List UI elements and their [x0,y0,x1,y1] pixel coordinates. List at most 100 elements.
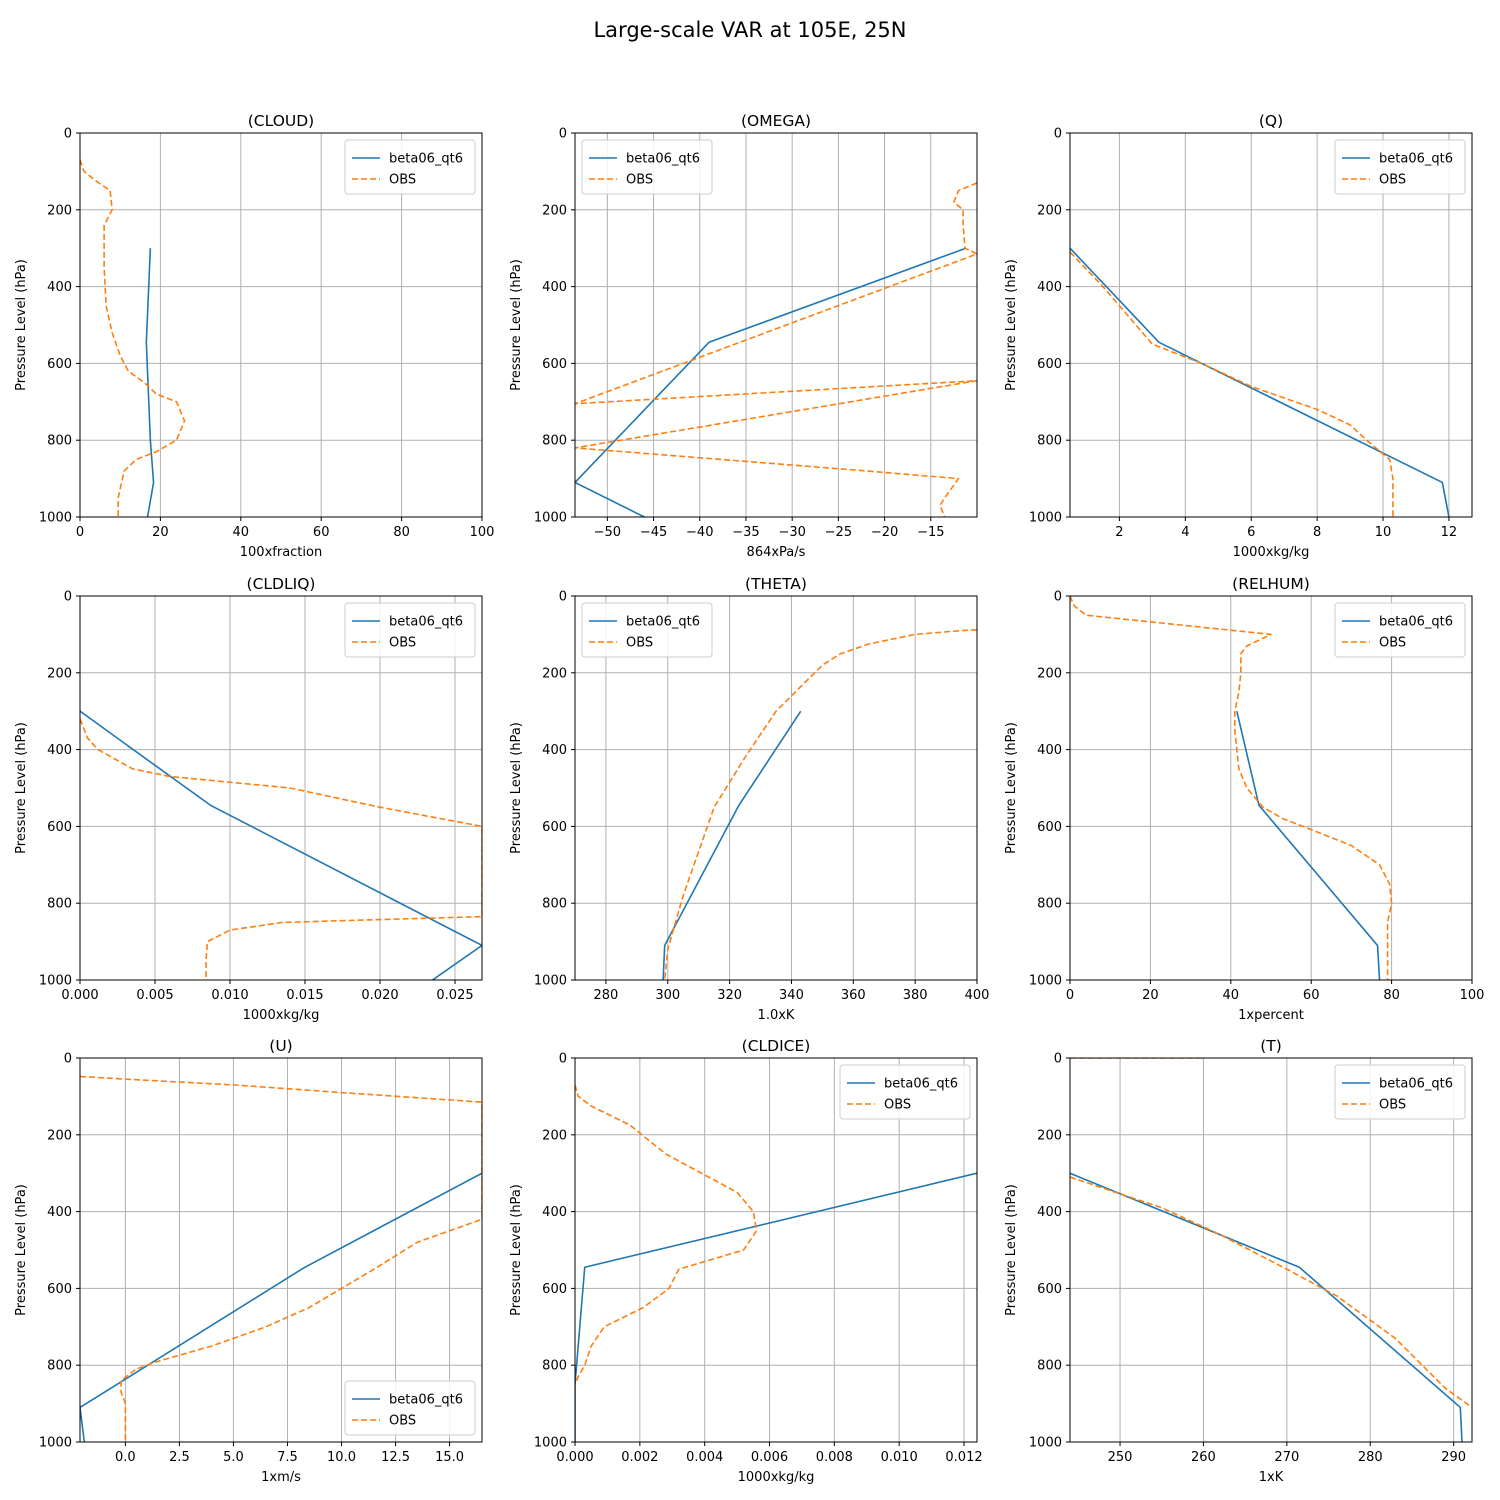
x-tick-label: 340 [779,988,804,1003]
y-tick-label: 0 [559,1052,567,1067]
x-tick-label: −25 [825,525,852,540]
y-tick-label: 200 [542,666,567,681]
y-tick-label: 1000 [534,1436,567,1451]
axes-frame [574,132,978,518]
y-tick-label: 1000 [534,511,567,526]
x-tick-label: 250 [1108,1450,1133,1465]
y-axis-label: Pressure Level (hPa) [509,722,524,854]
beta06-qt6-line [1070,247,1450,517]
y-tick-label: 800 [47,434,72,449]
obs-line [663,628,977,980]
x-tick-label: −45 [640,525,667,540]
y-tick-label: 800 [542,897,567,912]
x-tick-label: 0.002 [621,1450,658,1465]
x-tick-label: 0.008 [816,1450,853,1465]
x-tick-label: 8 [1313,525,1321,540]
x-axis-label: 1xpercent [1238,1008,1304,1023]
y-tick-label: 1000 [534,974,567,989]
obs-line [1070,251,1394,517]
x-axis-label: 1000xkg/kg [1233,545,1310,560]
beta06-qt6-line [575,1172,977,1442]
x-tick-label: 0.000 [61,988,98,1003]
x-tick-label: 80 [1383,988,1400,1003]
axes-frame [79,595,483,981]
beta06-qt6-line [80,710,482,980]
y-tick-label: 0 [559,127,567,142]
x-tick-label: 0.006 [751,1450,788,1465]
series-group [575,182,977,517]
y-tick-label: 600 [542,820,567,835]
y-axis-label: Pressure Level (hPa) [14,259,29,391]
x-tick-label: 0 [76,525,84,540]
y-tick-label: 400 [1037,743,1062,758]
x-tick-label: 0.012 [945,1450,982,1465]
y-tick-label: 0 [64,1052,72,1067]
y-tick-label: 600 [47,820,72,835]
y-axis-label: Pressure Level (hPa) [1004,1184,1019,1316]
y-tick-label: 200 [542,203,567,218]
x-tick-label: 12 [1441,525,1458,540]
x-tick-label: 5.0 [223,1450,244,1465]
y-tick-label: 0 [1054,590,1062,605]
panel-title: (CLDLIQ) [247,575,316,593]
x-tick-label: 0.010 [881,1450,918,1465]
y-tick-label: 800 [1037,1359,1062,1374]
x-axis-label: 1000xkg/kg [243,1008,320,1023]
x-tick-label: 4 [1181,525,1189,540]
x-tick-label: 7.5 [277,1450,298,1465]
y-tick-label: 0 [1054,127,1062,142]
axes-frame [79,132,483,518]
legend: beta06_qt6 OBS [344,1380,476,1436]
x-tick-label: 400 [965,988,990,1003]
y-tick-label: 200 [542,1128,567,1143]
x-tick-label: 0.0 [115,1450,136,1465]
y-tick-label: 1000 [39,511,72,526]
y-tick-label: 400 [47,1205,72,1220]
x-axis-label: 100xfraction [240,545,322,560]
legend-box [839,1064,971,1120]
y-axis-label: Pressure Level (hPa) [509,259,524,391]
y-tick-label: 200 [1037,1128,1062,1143]
legend-box [344,602,476,658]
beta06-qt6-line [662,710,802,980]
y-tick-label: 400 [47,743,72,758]
legend: beta06_qt6 OBS [1334,602,1466,658]
x-tick-label: 40 [1223,988,1240,1003]
panel-relhum: 0 20 40 60 80 10002004006008001000(RELHUM)1xp… [1004,575,1484,1023]
legend-label: beta06_qt6 [389,615,463,630]
x-tick-label: 0.025 [436,988,473,1003]
panel-title: (CLOUD) [248,112,314,130]
y-axis-label: Pressure Level (hPa) [1004,259,1019,391]
x-axis-label: 1xm/s [261,1470,301,1485]
legend-label: OBS [626,636,653,651]
y-tick-label: 800 [1037,434,1062,449]
x-tick-label: −35 [732,525,759,540]
series-group [80,1075,482,1442]
y-tick-label: 600 [47,357,72,372]
axes-frame [79,1057,483,1443]
panel-cldliq: 0.000 0.005 0.010 0.015 0.020 0.025 0 200 400 600… [14,575,483,1023]
figure-title: Large-scale VAR at 105E, 25N [593,18,906,42]
y-tick-label: 800 [542,1359,567,1374]
panel-omega: −50 −45 −40 −35 −30 −25 −20 −15 0 200 400 600 800 100… [509,112,978,560]
y-tick-label: 400 [542,743,567,758]
x-tick-label: 280 [1358,1450,1383,1465]
y-tick-label: 200 [1037,666,1062,681]
legend-label: beta06_qt6 [626,615,700,630]
legend-label: beta06_qt6 [389,152,463,167]
y-axis-label: Pressure Level (hPa) [509,1184,524,1316]
legend-label: beta06_qt6 [1379,152,1453,167]
y-tick-label: 0 [559,590,567,605]
legend-box [344,1380,476,1436]
legend: beta06_qt6 OBS [581,602,713,658]
panels-container: 0 20 40 60 80 10002004006008001000(CLOUD)100x… [14,112,1484,1485]
y-tick-label: 600 [47,1282,72,1297]
series-group [1070,1058,1472,1442]
axes-frame [574,595,978,981]
obs-line [575,182,977,517]
y-tick-label: 400 [47,280,72,295]
x-tick-label: −30 [778,525,805,540]
y-tick-label: 1000 [39,974,72,989]
x-tick-label: 290 [1441,1450,1466,1465]
